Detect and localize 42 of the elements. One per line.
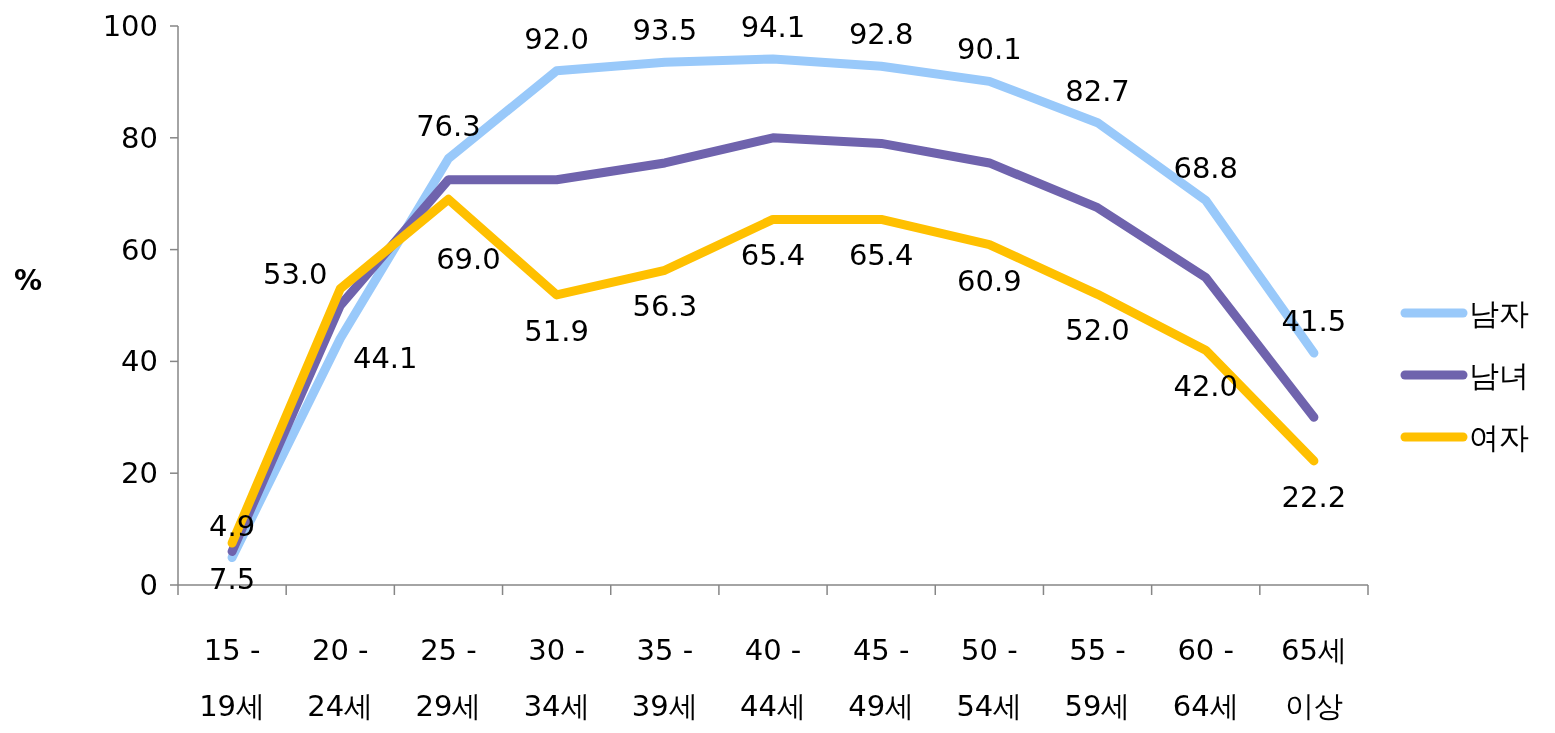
data-label: 51.9 — [524, 313, 589, 348]
data-label: 69.0 — [436, 242, 501, 277]
y-tick-label: 60 — [121, 232, 158, 267]
data-label: 52.0 — [1065, 313, 1130, 348]
data-label: 92.0 — [524, 21, 589, 56]
data-label: 94.1 — [740, 9, 806, 44]
data-label: 53.0 — [262, 256, 328, 291]
data-label: 82.7 — [1065, 73, 1130, 108]
x-tick-label: 40 - 44세 — [740, 633, 806, 723]
data-label: 93.5 — [632, 13, 698, 48]
data-label: 76.3 — [416, 109, 481, 144]
y-tick-label: 80 — [121, 120, 158, 155]
x-tick-label: 65세 이상 — [1280, 633, 1347, 723]
y-tick-label: 20 — [121, 456, 158, 491]
x-tick-label: 50 - 54세 — [956, 633, 1023, 723]
x-tick-label: 35 - 39세 — [631, 633, 698, 723]
data-label: 22.2 — [1281, 479, 1347, 514]
data-label: 90.1 — [957, 32, 1022, 67]
x-tick-label: 45 - 49세 — [848, 633, 915, 723]
data-label: 7.5 — [209, 562, 256, 597]
data-label: 92.8 — [848, 17, 914, 52]
data-label: 65.4 — [740, 238, 806, 273]
y-tick-label: 40 — [121, 344, 158, 379]
legend-label: 남녀 — [1469, 358, 1529, 393]
y-axis-title: % — [13, 263, 43, 297]
x-tick-label: 55 - 59세 — [1064, 633, 1131, 723]
x-tick-label: 25 - 29세 — [415, 633, 482, 723]
y-tick-label: 100 — [102, 9, 158, 43]
x-tick-label: 60 - 64세 — [1172, 633, 1239, 723]
data-label: 41.5 — [1281, 304, 1347, 339]
y-tick-label: 0 — [139, 568, 158, 602]
data-label: 44.1 — [352, 341, 418, 376]
data-label: 65.4 — [848, 238, 914, 273]
legend-label: 남자 — [1469, 296, 1529, 331]
legend-label: 여자 — [1469, 420, 1529, 455]
x-tick-label: 30 - 34세 — [523, 633, 590, 723]
data-label: 56.3 — [632, 289, 698, 324]
x-tick-label: 15 - 19세 — [199, 633, 266, 723]
data-label: 60.9 — [957, 263, 1022, 298]
data-label: 68.8 — [1173, 151, 1239, 186]
x-tick-label: 20 - 24세 — [307, 633, 374, 723]
data-label: 42.0 — [1173, 369, 1239, 404]
